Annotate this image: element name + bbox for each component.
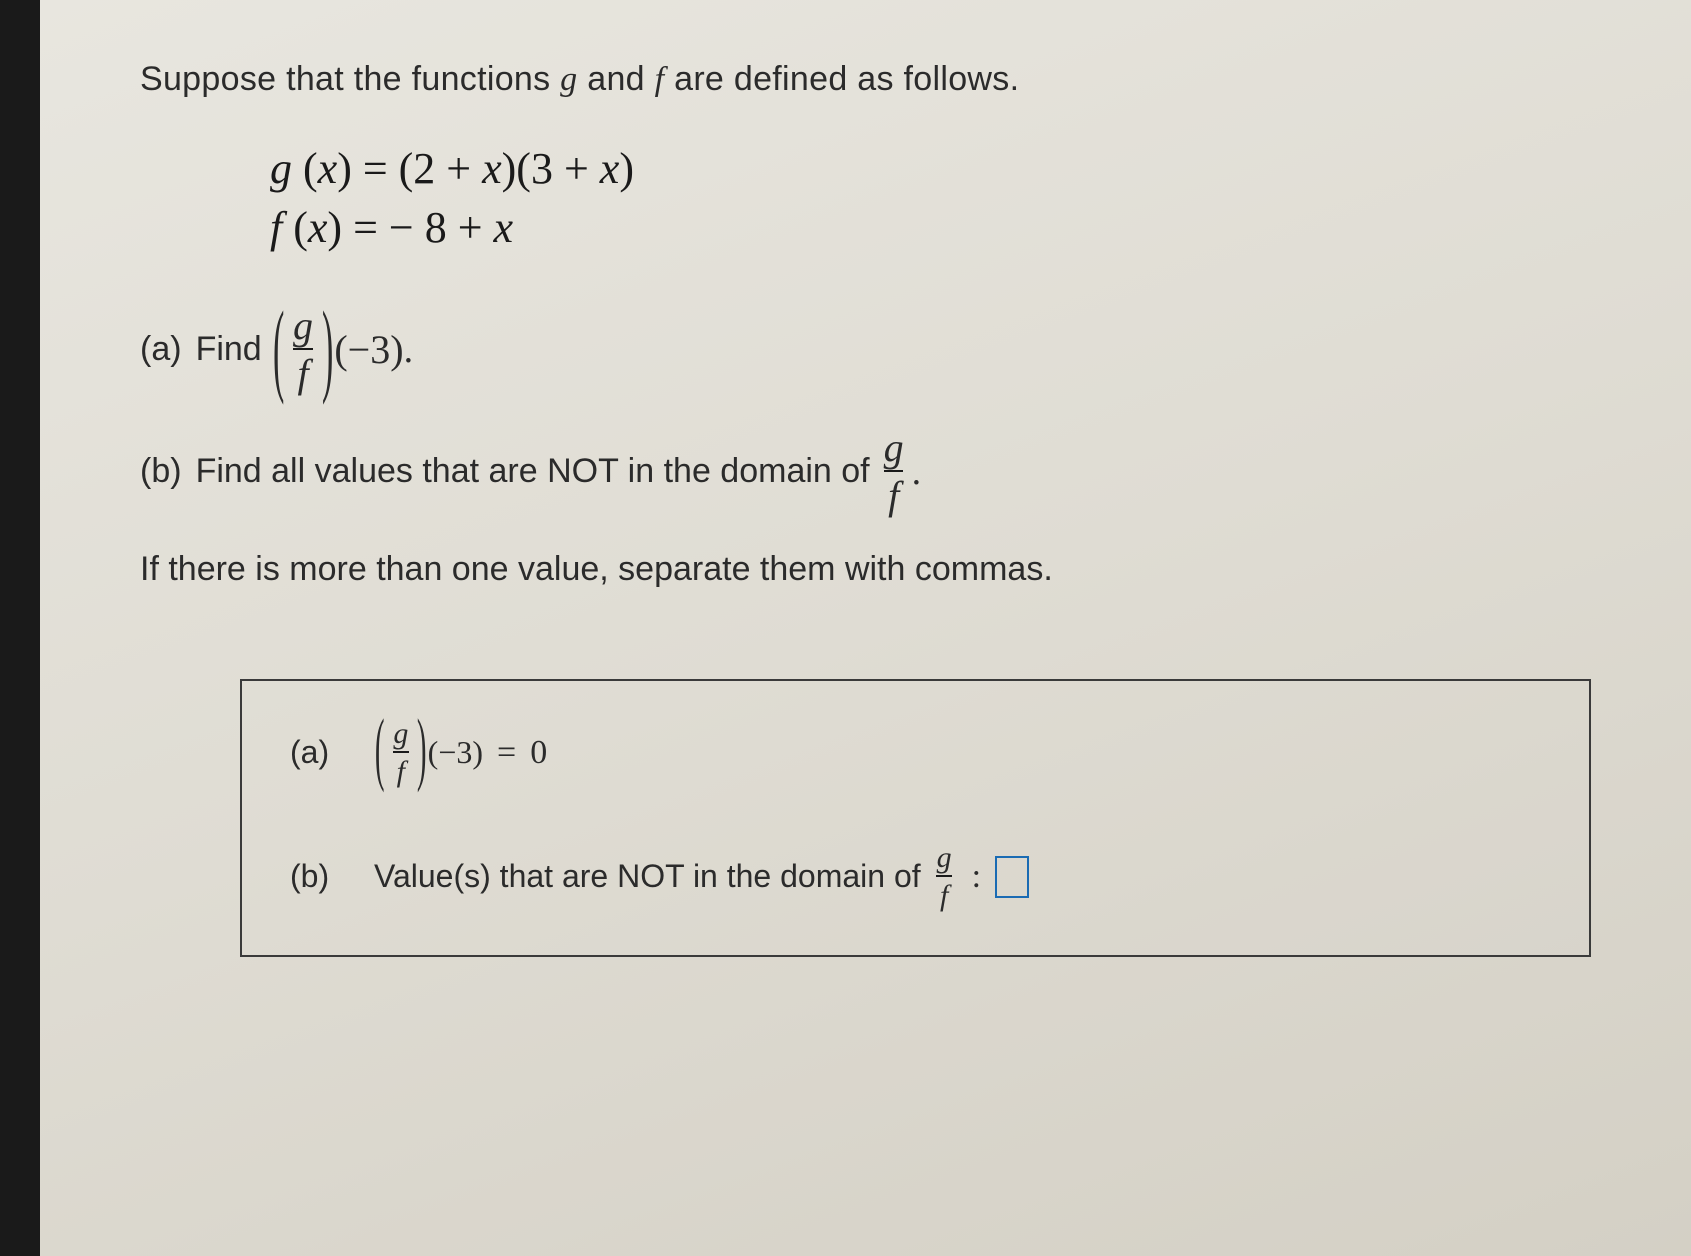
answer-a-fraction: g f xyxy=(389,719,412,787)
intro-pre: Suppose that the functions xyxy=(140,60,560,98)
frac-den: f xyxy=(393,751,409,787)
answer-b-fraction: g f xyxy=(933,843,956,911)
frac-den: f xyxy=(293,348,312,394)
note-text: If there is more than one value, separat… xyxy=(140,550,1601,589)
intro-post: are defined as follows. xyxy=(664,60,1019,98)
answer-a-row: (a) ( g f ) (−3) = 0 xyxy=(290,719,1541,787)
frac-den: f xyxy=(884,470,903,516)
answer-box: (a) ( g f ) (−3) = 0 (b) Value(s) that a… xyxy=(240,679,1591,957)
rparen-icon: ) xyxy=(322,287,333,409)
intro-mid: and xyxy=(577,60,654,98)
g-definition: g (x) = (2 + x)(3 + x) xyxy=(270,139,1601,198)
equals-sign: = xyxy=(497,734,516,772)
part-a: (a) Find ( g f ) (−3) . xyxy=(140,306,1601,394)
frac-num: g xyxy=(389,719,412,751)
function-definitions: g (x) = (2 + x)(3 + x) f (x) = − 8 + x xyxy=(270,139,1601,258)
f-definition: f (x) = − 8 + x xyxy=(270,198,1601,257)
intro-f: f xyxy=(655,61,665,98)
problem-page: Suppose that the functions g and f are d… xyxy=(40,0,1691,1256)
frac-num: g xyxy=(880,428,908,470)
part-b-end: . xyxy=(912,450,922,494)
answer-b-text: Value(s) that are NOT in the domain of xyxy=(374,858,921,895)
rparen-icon: ) xyxy=(417,705,427,796)
part-b: (b) Find all values that are NOT in the … xyxy=(140,428,1601,516)
frac-den: f xyxy=(936,875,952,911)
answer-a-value: 0 xyxy=(530,734,547,772)
lparen-icon: ( xyxy=(273,287,284,409)
part-a-arg: (−3) xyxy=(334,326,403,373)
lparen-icon: ( xyxy=(375,705,385,796)
part-a-fraction: g f xyxy=(289,306,317,394)
colon: : xyxy=(972,858,981,896)
intro-g: g xyxy=(560,61,577,98)
part-b-fraction: g f xyxy=(880,428,908,516)
frac-num: g xyxy=(933,843,956,875)
answer-b-label: (b) xyxy=(290,858,340,895)
answer-a-arg: (−3) xyxy=(428,734,483,771)
part-a-end: . xyxy=(404,328,414,372)
answer-b-row: (b) Value(s) that are NOT in the domain … xyxy=(290,843,1541,911)
intro-text: Suppose that the functions g and f are d… xyxy=(140,60,1601,99)
part-b-label: (b) xyxy=(140,452,182,491)
part-a-label: (a) xyxy=(140,330,182,369)
part-b-text: Find all values that are NOT in the doma… xyxy=(196,452,870,491)
answer-a-expr: ( g f ) (−3) = 0 xyxy=(374,719,547,787)
frac-num: g xyxy=(289,306,317,348)
part-a-verb: Find xyxy=(196,330,262,369)
answer-a-label: (a) xyxy=(290,734,340,771)
answer-b-input[interactable] xyxy=(995,856,1029,898)
